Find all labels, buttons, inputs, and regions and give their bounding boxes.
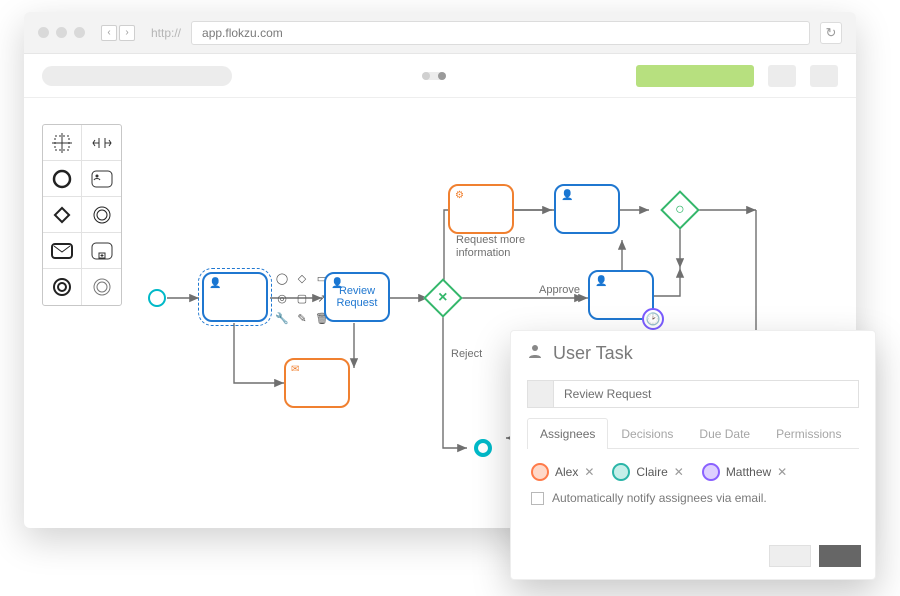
assignee-name: Alex	[555, 465, 578, 479]
assignee-chip[interactable]: Claire ✕	[612, 463, 683, 481]
double-circle-icon	[92, 205, 112, 225]
panel-title: User Task	[553, 343, 633, 364]
user-icon: 👤	[595, 276, 607, 287]
envelope-icon	[51, 243, 73, 259]
start-event[interactable]	[148, 289, 166, 307]
app-toolbar	[24, 54, 856, 98]
primary-action-button[interactable]	[636, 65, 754, 87]
task-review-request[interactable]: 👤 Review Request	[324, 272, 390, 322]
palette-start-event[interactable]	[43, 161, 82, 197]
gateway-decision[interactable]: ×	[423, 278, 463, 318]
space-icon	[92, 136, 112, 150]
remove-assignee-icon[interactable]: ✕	[674, 465, 684, 479]
assignee-chip[interactable]: Alex ✕	[531, 463, 594, 481]
zoom-dot[interactable]	[74, 27, 85, 38]
url-input[interactable]: app.flokzu.com	[191, 21, 810, 45]
notify-checkbox[interactable]	[531, 492, 544, 505]
ctx-event-icon[interactable]: ◯	[274, 270, 290, 286]
window-controls[interactable]	[38, 27, 85, 38]
user-task-icon	[527, 343, 543, 364]
toolbar-square-1[interactable]	[768, 65, 796, 87]
drag-handle[interactable]	[527, 380, 553, 408]
avatar	[612, 463, 630, 481]
task-icon	[91, 170, 113, 188]
pager-dot-active[interactable]	[438, 72, 446, 80]
url-text: app.flokzu.com	[202, 26, 283, 40]
tab-decisions[interactable]: Decisions	[608, 418, 686, 449]
palette-lasso-tool[interactable]	[43, 125, 82, 161]
ctx-intermediate-icon[interactable]: ◎	[274, 290, 290, 306]
diamond-icon	[52, 205, 72, 225]
properties-panel: User Task Review Request Assignees Decis…	[510, 330, 876, 580]
task-orange-top[interactable]: ⚙	[448, 184, 514, 234]
palette-terminate-event[interactable]	[82, 269, 121, 305]
user-icon: 👤	[331, 278, 343, 289]
gateway-o-icon: ○	[675, 201, 685, 219]
avatar	[702, 463, 720, 481]
user-icon: 👤	[209, 278, 221, 289]
task-orange-bottom[interactable]: ✉	[284, 358, 350, 408]
edge-label-reject: Reject	[451, 348, 482, 361]
remove-assignee-icon[interactable]: ✕	[777, 465, 787, 479]
tab-permissions[interactable]: Permissions	[763, 418, 854, 449]
assignees-list: Alex ✕ Claire ✕ Matthew ✕	[511, 449, 875, 487]
tab-due-date[interactable]: Due Date	[686, 418, 763, 449]
nav-back-button[interactable]: ‹	[101, 25, 117, 41]
gateway-merge[interactable]: ○	[660, 190, 700, 230]
edge-label-approve: Approve	[539, 284, 580, 297]
terminate-icon	[92, 277, 112, 297]
end-event-icon	[52, 277, 72, 297]
palette-end-event[interactable]	[43, 269, 82, 305]
toolbar-square-2[interactable]	[810, 65, 838, 87]
panel-footer	[769, 545, 861, 567]
minimize-dot[interactable]	[56, 27, 67, 38]
notify-row[interactable]: Automatically notify assignees via email…	[511, 487, 875, 509]
nav-forward-button[interactable]: ›	[119, 25, 135, 41]
palette-intermediate-event[interactable]	[82, 197, 121, 233]
task-name-input[interactable]: Review Request	[553, 380, 859, 408]
ctx-wrench-icon[interactable]: 🔧	[274, 310, 290, 326]
task-blue-top[interactable]: 👤	[554, 184, 620, 234]
palette-gateway[interactable]	[43, 197, 82, 233]
end-event[interactable]	[474, 439, 492, 457]
browser-titlebar: ‹ › http:// app.flokzu.com ↻	[24, 12, 856, 54]
ctx-task-icon[interactable]: ▢	[294, 290, 310, 306]
palette-subprocess[interactable]	[82, 233, 121, 269]
gateway-x-icon: ×	[438, 289, 447, 307]
url-scheme: http://	[151, 26, 181, 40]
task-name-row: Review Request	[527, 380, 859, 408]
context-toolbar: ◯ ◇ ▭ ◎ ▢ ↗ 🔧 ✎ 🗑	[274, 270, 330, 326]
toolbar-placeholder-left	[42, 66, 232, 86]
palette-user-task[interactable]	[82, 161, 121, 197]
lasso-icon	[52, 133, 72, 153]
assignee-chip[interactable]: Matthew ✕	[702, 463, 787, 481]
pager-dots[interactable]	[422, 72, 446, 80]
mail-icon: ✉	[291, 364, 299, 375]
cancel-button[interactable]	[769, 545, 811, 567]
task-selected[interactable]: 👤	[202, 272, 268, 322]
assignee-name: Matthew	[726, 465, 771, 479]
reload-button[interactable]: ↻	[820, 22, 842, 44]
user-icon: 👤	[561, 190, 573, 201]
subprocess-icon	[91, 242, 113, 260]
palette-message-task[interactable]	[43, 233, 82, 269]
ctx-edit-icon[interactable]: ✎	[294, 310, 310, 326]
panel-tabs: Assignees Decisions Due Date Permissions	[527, 418, 859, 449]
palette-space-tool[interactable]	[82, 125, 121, 161]
assignee-name: Claire	[636, 465, 667, 479]
gear-icon: ⚙	[455, 190, 464, 201]
circle-icon	[52, 169, 72, 189]
pager-dot[interactable]	[422, 72, 430, 80]
remove-assignee-icon[interactable]: ✕	[584, 465, 594, 479]
close-dot[interactable]	[38, 27, 49, 38]
save-button[interactable]	[819, 545, 861, 567]
shape-palette	[42, 124, 122, 306]
timer-event[interactable]: 🕑	[642, 308, 664, 330]
tab-assignees[interactable]: Assignees	[527, 418, 608, 449]
avatar	[531, 463, 549, 481]
ctx-gateway-icon[interactable]: ◇	[294, 270, 310, 286]
notify-label: Automatically notify assignees via email…	[552, 491, 767, 505]
edge-label-more-info: Request more information	[456, 234, 525, 259]
